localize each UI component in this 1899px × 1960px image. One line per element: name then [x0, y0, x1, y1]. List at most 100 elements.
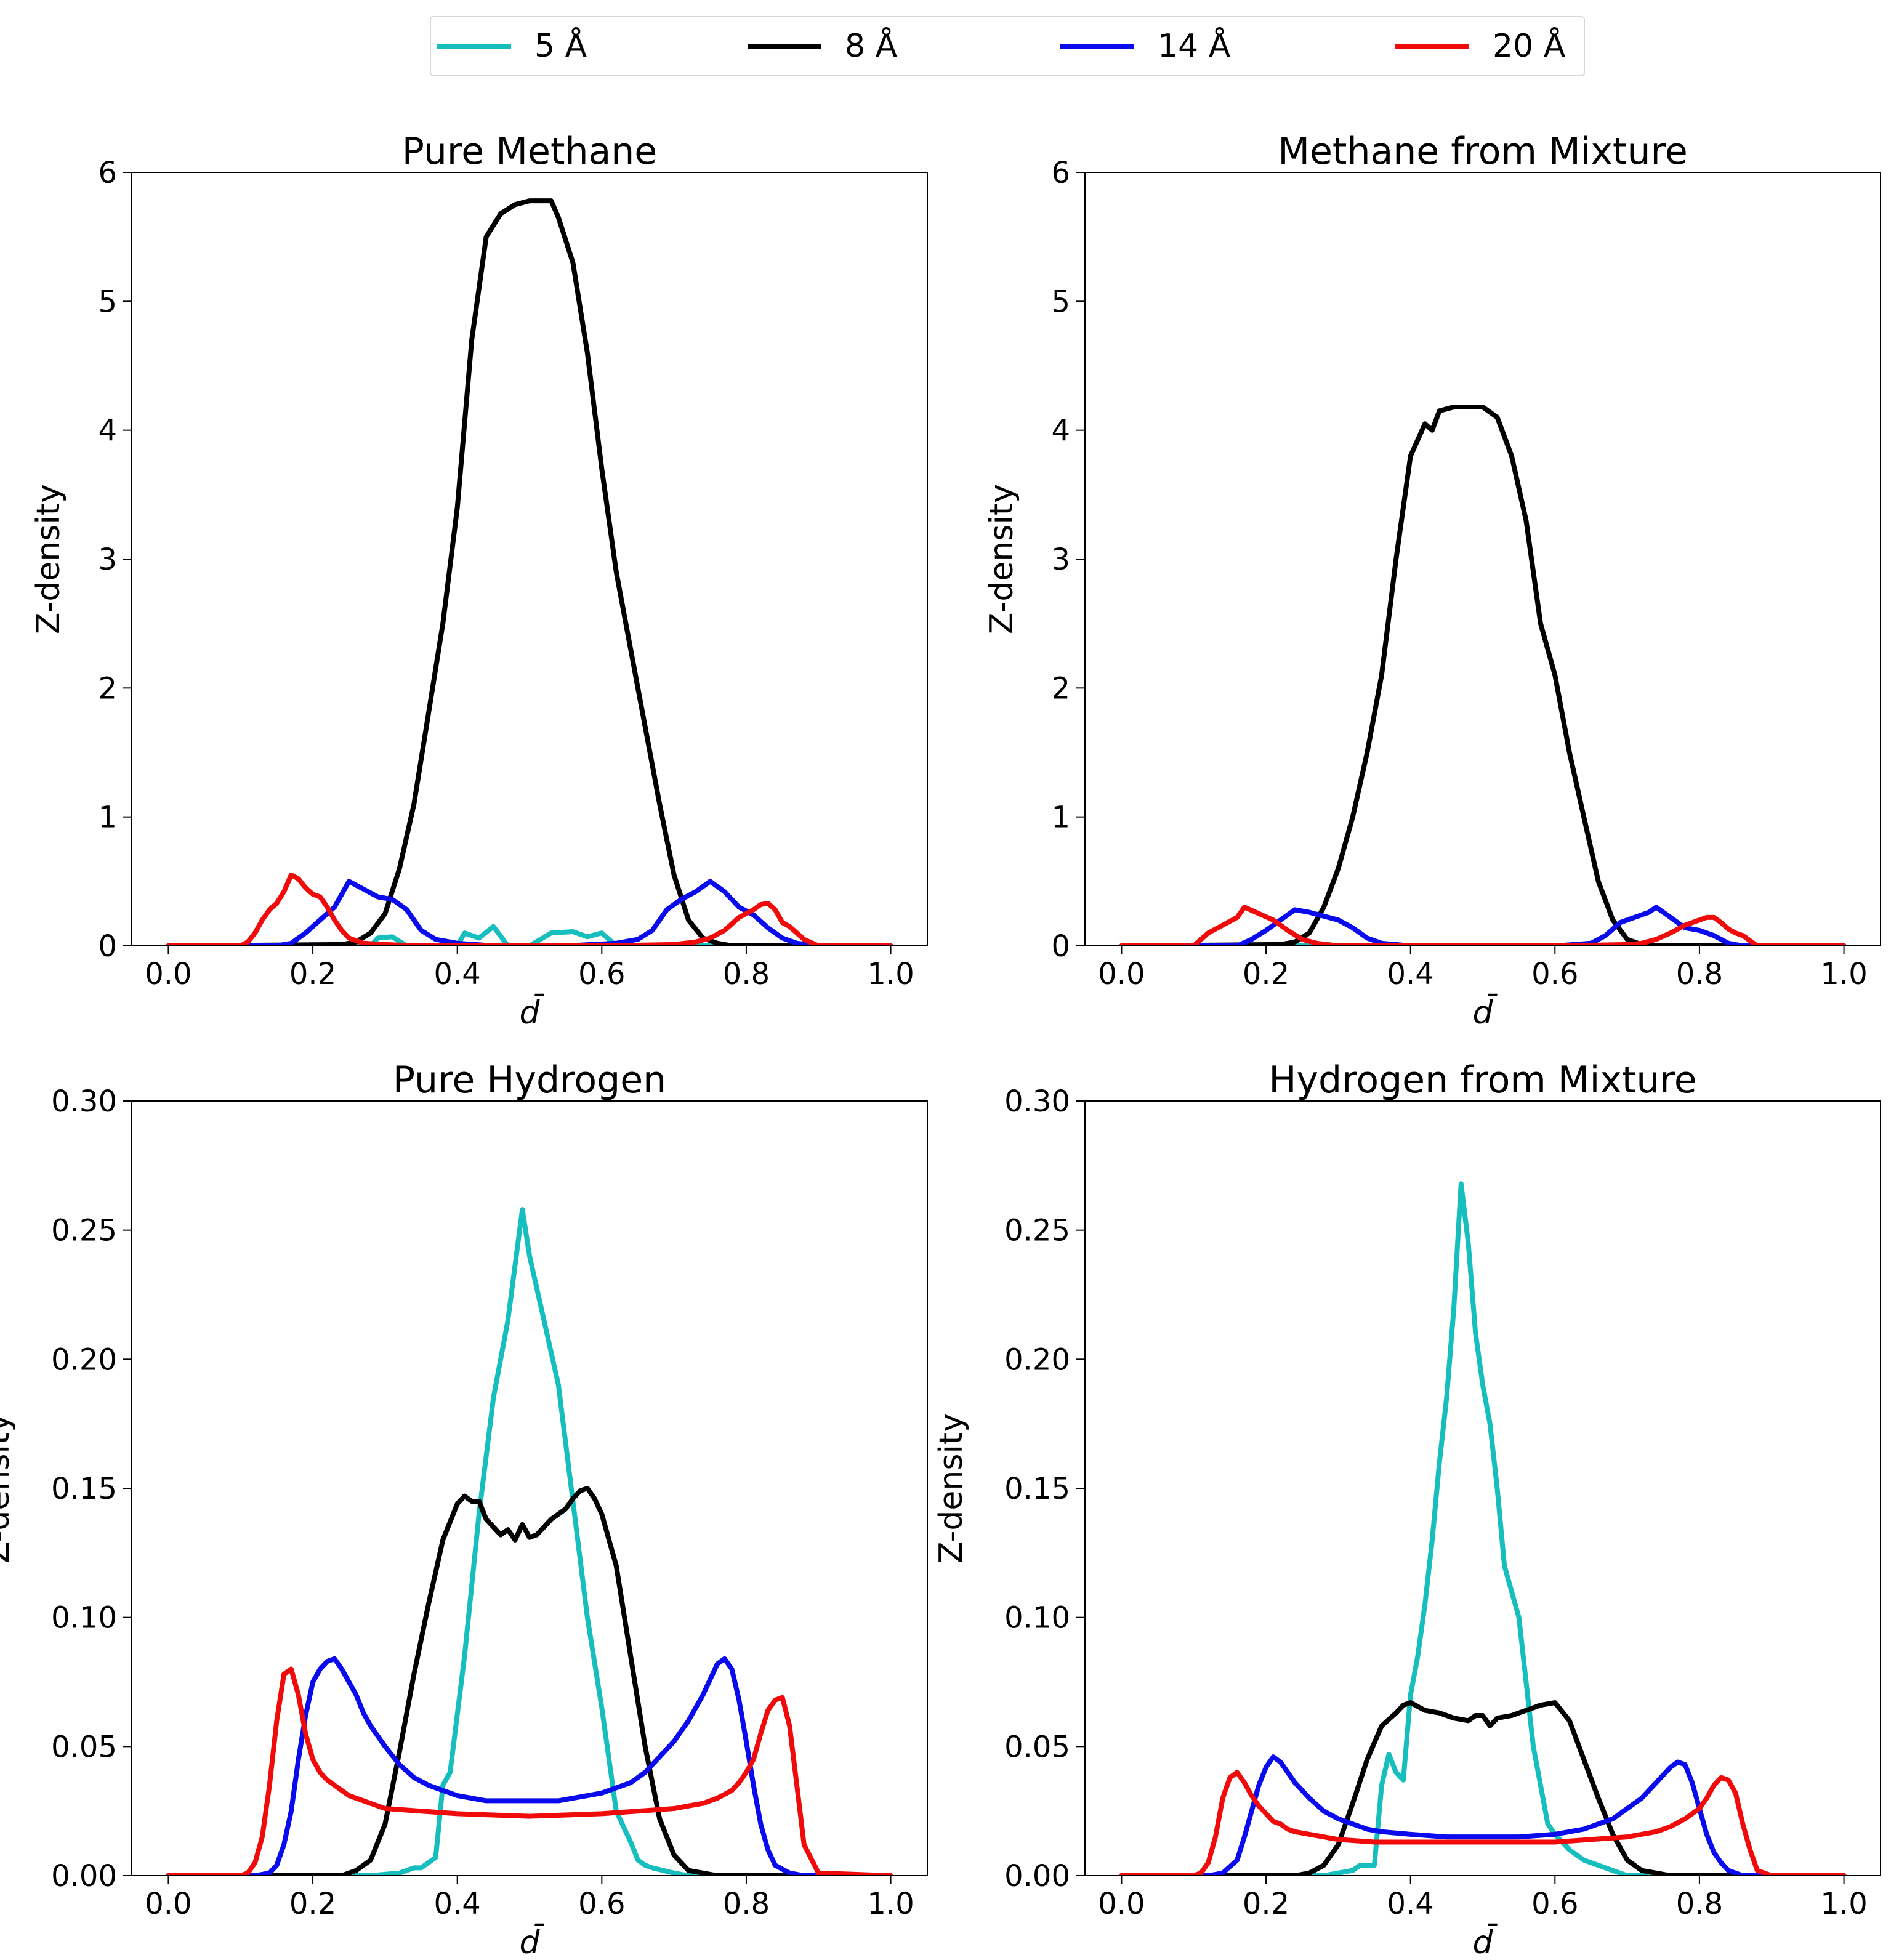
legend-item-14A: 14 Å	[1060, 17, 1230, 75]
x-tick-label: 0.0	[1098, 1887, 1145, 1921]
legend-label: 5 Å	[534, 28, 587, 65]
x-tick-label: 0.2	[289, 957, 336, 991]
series-line-14A	[1119, 905, 1847, 946]
series-group	[166, 1207, 893, 1876]
x-tick-label: 0.0	[1098, 957, 1145, 991]
legend: 5 Å 8 Å 14 Å 20 Å	[430, 16, 1585, 76]
y-tick-label: 0.10	[51, 1601, 117, 1635]
series-line-8A	[166, 1486, 893, 1876]
y-axis-label: Z-density	[0, 1413, 17, 1563]
x-tick-label: 0.6	[1531, 1887, 1578, 1921]
y-axis-label: Z-density	[30, 484, 67, 634]
y-tick-label: 0	[1051, 929, 1070, 964]
x-tick-label: 0.8	[723, 1887, 770, 1921]
legend-swatch	[437, 44, 511, 49]
legend-label: 14 Å	[1158, 28, 1231, 65]
y-tick-label: 2	[1051, 671, 1070, 706]
series-line-20A	[166, 872, 893, 946]
y-tick-label: 0	[98, 929, 117, 964]
series-line-14A	[166, 1656, 893, 1876]
axes-frame	[131, 172, 928, 946]
y-tick-label: 3	[98, 542, 117, 577]
y-tick-label: 0.10	[1004, 1601, 1070, 1635]
x-tick-label: 1.0	[867, 1887, 914, 1921]
y-tick-label: 0.25	[51, 1214, 117, 1248]
series-group	[1119, 1181, 1847, 1876]
x-tick-label: 0.4	[1387, 957, 1434, 991]
x-tick-label: 0.8	[723, 957, 770, 991]
x-tick-label: 1.0	[1820, 957, 1867, 991]
y-tick-label: 6	[98, 156, 117, 190]
y-tick-label: 0.05	[1004, 1730, 1070, 1764]
y-tick-label: 0.20	[51, 1342, 117, 1377]
x-tick-label: 1.0	[867, 957, 914, 991]
series-line-14A	[1119, 1754, 1847, 1876]
x-tick-label: 0.6	[578, 957, 625, 991]
series-line-20A	[1119, 1770, 1847, 1876]
y-tick-label: 4	[1051, 414, 1070, 448]
series-line-5A	[166, 1207, 893, 1876]
axes-frame	[1084, 1100, 1881, 1876]
y-tick-label: 0.30	[1004, 1084, 1070, 1119]
legend-label: 8 Å	[845, 28, 898, 65]
x-tick-label: 0.2	[1243, 1887, 1289, 1921]
axes-frame	[1084, 172, 1881, 946]
x-axis-label: d̄	[1472, 994, 1498, 1031]
y-tick-label: 2	[98, 671, 117, 706]
x-tick-label: 0.2	[1243, 957, 1289, 991]
x-tick-label: 0.4	[1387, 1887, 1434, 1921]
y-tick-label: 0.15	[51, 1472, 117, 1506]
legend-item-8A: 8 Å	[748, 17, 897, 75]
legend-item-20A: 20 Å	[1395, 17, 1565, 75]
chart-title: Pure Methane	[402, 130, 657, 173]
x-axis-label: d̄	[519, 1924, 544, 1960]
legend-swatch	[1395, 44, 1469, 49]
series-line-20A	[1119, 905, 1847, 946]
y-tick-label: 0.25	[1004, 1214, 1070, 1248]
x-tick-label: 0.8	[1676, 1887, 1723, 1921]
chart-hydrogen-from-mixture: 0.0 0.2 0.4 0.6 0.8 1.0 0.00 0.05 0.10 0.15 0.20 0.…	[933, 1059, 1881, 1960]
series-line-5A	[1119, 1181, 1847, 1876]
x-tick-label: 0.0	[145, 1887, 192, 1921]
y-tick-label: 1	[98, 801, 117, 835]
legend-swatch	[748, 44, 821, 49]
legend-swatch	[1060, 44, 1134, 49]
x-tick-label: 0.4	[434, 1887, 481, 1921]
x-axis-label: d̄	[519, 994, 544, 1031]
x-tick-label: 0.6	[1531, 957, 1578, 991]
series-group	[166, 198, 893, 946]
x-tick-label: 0.8	[1676, 957, 1723, 991]
y-tick-label: 4	[98, 414, 117, 448]
chart-pure-methane: 0.0 0.2 0.4 0.6 0.8 1.0 0 1 2 3 4 5 6 Pure Methane d̄ Z…	[30, 130, 928, 1031]
y-tick-label: 0.15	[1004, 1472, 1070, 1506]
y-tick-label: 5	[1051, 284, 1070, 319]
y-tick-label: 0.05	[51, 1730, 117, 1764]
y-tick-label: 0.00	[51, 1859, 117, 1893]
y-tick-label: 1	[1051, 801, 1070, 835]
x-tick-label: 0.4	[434, 957, 481, 991]
legend-label: 20 Å	[1493, 28, 1566, 65]
series-line-8A	[1119, 1700, 1847, 1876]
legend-item-5A: 5 Å	[437, 17, 587, 75]
y-tick-label: 5	[98, 284, 117, 319]
series-line-14A	[166, 879, 893, 946]
y-axis-label: Z-density	[983, 484, 1020, 634]
x-axis-label: d̄	[1472, 1924, 1498, 1960]
x-tick-label: 0.2	[289, 1887, 336, 1921]
y-tick-label: 0.30	[51, 1084, 117, 1119]
y-tick-label: 0.20	[1004, 1342, 1070, 1377]
chart-title: Methane from Mixture	[1278, 130, 1687, 173]
chart-methane-from-mixture: 0.0 0.2 0.4 0.6 0.8 1.0 0 1 2 3 4 5 6 Methane from Mi…	[983, 130, 1881, 1031]
series-line-5A	[166, 924, 893, 946]
chart-pure-hydrogen: 0.0 0.2 0.4 0.6 0.8 1.0 0.00 0.05 0.10 0.15 0.20 0.…	[0, 1059, 928, 1960]
y-tick-label: 0.00	[1004, 1859, 1070, 1893]
y-axis-label: Z-density	[933, 1413, 970, 1563]
x-tick-label: 0.6	[578, 1887, 625, 1921]
y-tick-label: 3	[1051, 542, 1070, 577]
series-line-8A	[166, 198, 893, 946]
series-group	[1119, 405, 1847, 946]
x-tick-label: 1.0	[1820, 1887, 1867, 1921]
x-tick-label: 0.0	[145, 957, 192, 991]
chart-title: Pure Hydrogen	[393, 1059, 666, 1102]
